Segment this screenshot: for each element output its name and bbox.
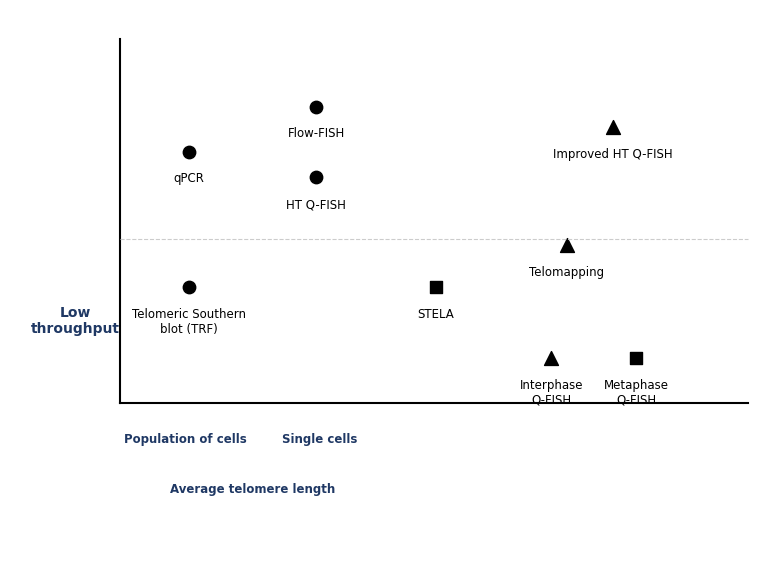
Text: High
throughput: High throughput: [31, 124, 120, 154]
Text: Interphase
Q-FISH: Interphase Q-FISH: [520, 379, 583, 407]
Text: STELA: STELA: [417, 308, 454, 321]
Text: Average telomere length: Average telomere length: [170, 483, 335, 497]
Text: Low
throughput: Low throughput: [31, 306, 120, 336]
Point: [310, 102, 322, 111]
Text: Improved HT Q-FISH: Improved HT Q-FISH: [553, 148, 673, 160]
Text: qPCR: qPCR: [173, 172, 204, 185]
Text: Telomapping: Telomapping: [529, 266, 604, 279]
Point: [630, 353, 642, 362]
Text: Population of cells: Population of cells: [416, 432, 538, 446]
Point: [429, 283, 442, 292]
Text: HT Q-FISH: HT Q-FISH: [286, 198, 346, 211]
Point: [183, 148, 195, 157]
Text: Population of cells: Population of cells: [123, 432, 247, 446]
Text: Flow-FISH: Flow-FISH: [288, 127, 345, 140]
Point: [310, 173, 322, 182]
Text: Single cells: Single cells: [621, 432, 696, 446]
Text: Telomeric Southern
blot (TRF): Telomeric Southern blot (TRF): [132, 308, 246, 336]
Text: Percentage of short telomeres: Percentage of short telomeres: [467, 483, 670, 497]
Text: Single cells: Single cells: [282, 432, 358, 446]
Point: [545, 353, 557, 362]
Text: Metaphase
Q-FISH: Metaphase Q-FISH: [604, 379, 668, 407]
Point: [561, 240, 573, 249]
Point: [607, 122, 619, 131]
Point: [183, 283, 195, 292]
